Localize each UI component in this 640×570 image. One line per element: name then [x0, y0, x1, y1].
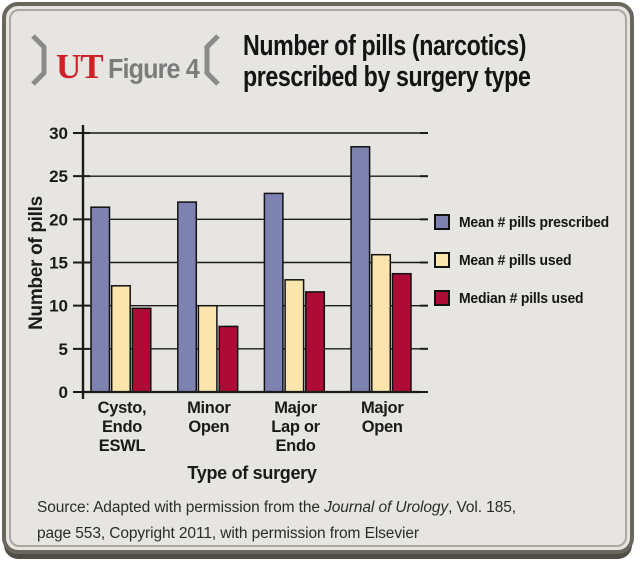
bar-mean-pills-prescribed	[90, 206, 111, 393]
bar-mean-pills-used	[371, 253, 392, 393]
x-axis-label: Type of surgery	[187, 463, 316, 483]
bar-median-pills-used	[305, 291, 326, 393]
category-label: Major Lap or Endo	[271, 399, 320, 455]
bar-mean-pills-prescribed	[177, 201, 198, 393]
legend-label-median-used: Median # pills used	[459, 289, 584, 307]
left-bracket-icon	[31, 34, 47, 86]
legend-item-prescribed: Mean # pills prescribed	[434, 213, 620, 231]
bar-chart-plot: 0 5 10 15 20 25 30 Cysto, Endo ESWL Minor Open Major…	[49, 124, 428, 483]
figure-number-label: Figure 4	[107, 53, 200, 84]
y-tick-label: 10	[49, 297, 68, 316]
y-axis-label: Number of pills	[26, 196, 47, 330]
figure-header: UT Figure 4	[30, 24, 221, 87]
source-journal-title: Journal of Urology	[324, 499, 449, 516]
bar-median-pills-used	[391, 272, 412, 393]
chart-title-line1: Number of pills (narcotics)	[243, 30, 527, 62]
legend-label-mean-used: Mean # pills used	[459, 251, 572, 269]
legend-swatch-prescribed	[434, 214, 450, 230]
source-prefix: Source: Adapted with permission from the	[37, 499, 325, 516]
brand-mark: UT	[56, 47, 104, 86]
bar-mean-pills-prescribed	[263, 192, 284, 393]
chart-title-line2: prescribed by surgery type	[243, 61, 531, 93]
category-label: Cysto, Endo ESWL	[98, 399, 147, 455]
legend-swatch-mean-used	[434, 252, 450, 268]
y-tick-label: 30	[49, 124, 68, 143]
source-line2: page 553, Copyright 2011, with permissio…	[37, 525, 419, 542]
bar-mean-pills-used	[197, 304, 218, 393]
bar-mean-pills-used	[284, 279, 305, 393]
legend-swatch-median-used	[434, 290, 450, 306]
category-label: Minor Open	[187, 399, 231, 436]
legend-label-prescribed: Mean # pills prescribed	[459, 213, 610, 231]
legend-item-median-used: Median # pills used	[434, 289, 620, 307]
bar-median-pills-used	[218, 325, 239, 393]
source-suffix: , Vol. 185,	[448, 499, 516, 516]
y-tick-label: 15	[49, 254, 68, 273]
y-tick-label: 5	[59, 340, 68, 359]
chart-title: Number of pills (narcotics) prescribed b…	[243, 30, 531, 93]
right-bracket-icon	[204, 34, 220, 86]
y-tick-label: 20	[49, 210, 68, 229]
y-tick-label: 25	[49, 167, 68, 186]
bar-median-pills-used	[131, 307, 152, 393]
bar-mean-pills-prescribed	[350, 146, 371, 393]
chart-legend: Mean # pills prescribed Mean # pills use…	[434, 213, 620, 307]
legend-item-mean-used: Mean # pills used	[434, 251, 620, 269]
category-label: Major Open	[361, 399, 404, 436]
bar-mean-pills-used	[110, 285, 131, 393]
y-tick-label: 0	[59, 383, 68, 402]
source-note: Source: Adapted with permission from the…	[37, 495, 589, 547]
